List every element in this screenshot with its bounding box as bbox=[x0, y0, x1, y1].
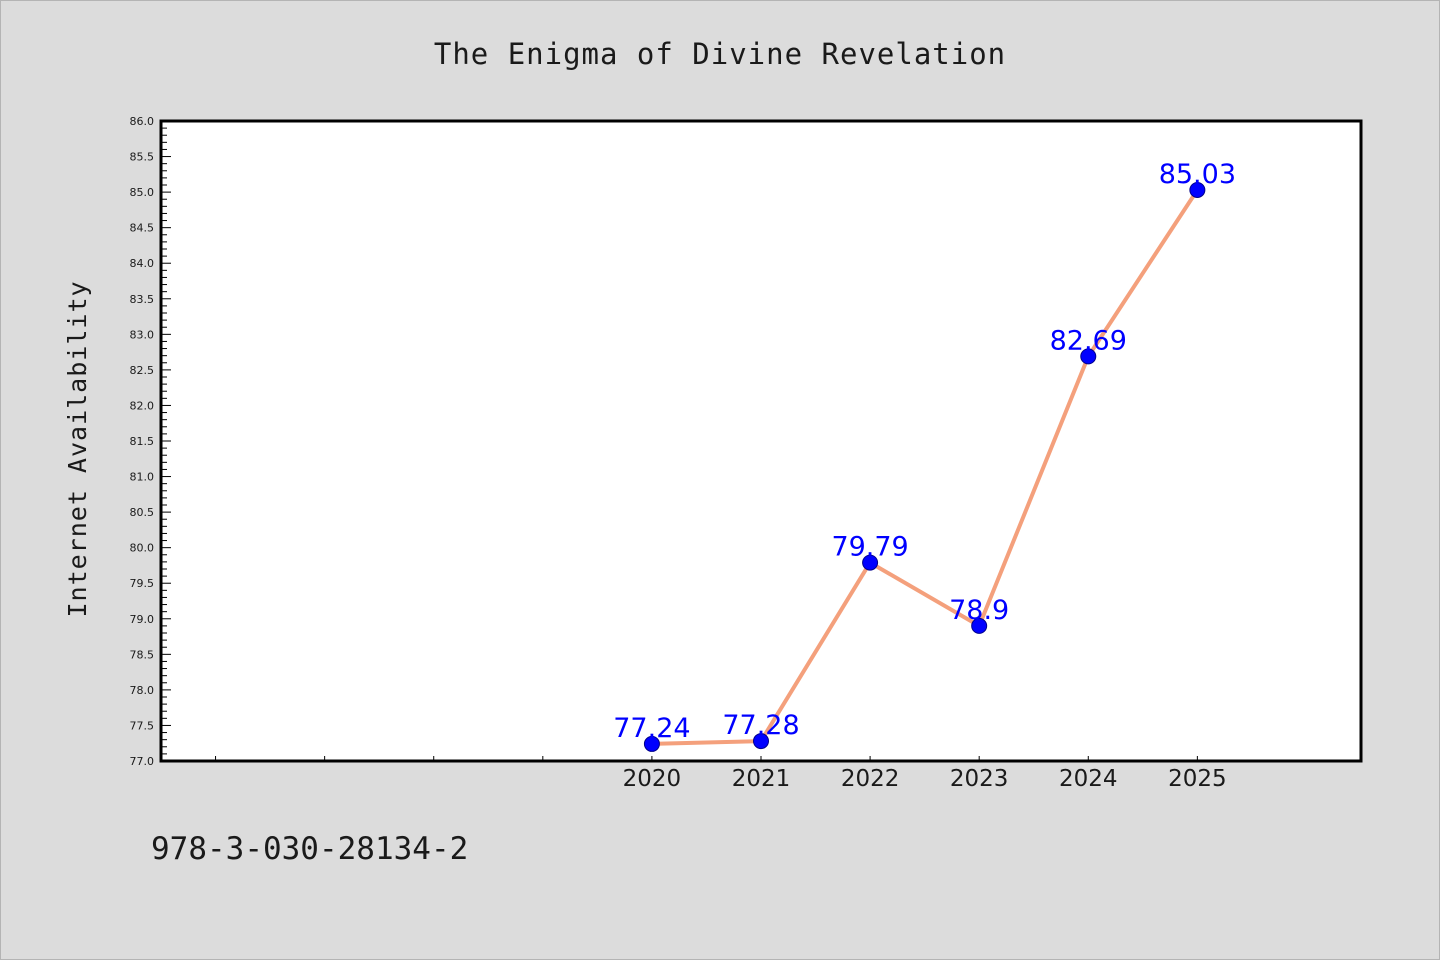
y-tick-label: 78.0 bbox=[130, 684, 155, 697]
y-tick-label: 83.5 bbox=[130, 293, 155, 306]
y-tick-label: 83.0 bbox=[130, 328, 155, 341]
x-tick-label: 2021 bbox=[732, 766, 791, 792]
data-label: 85.03 bbox=[1159, 159, 1236, 190]
data-point bbox=[1080, 348, 1097, 365]
x-tick-label: 2023 bbox=[950, 766, 1009, 792]
y-tick-label: 77.5 bbox=[130, 719, 155, 732]
y-tick-label: 84.5 bbox=[130, 222, 155, 235]
y-tick-label: 85.0 bbox=[130, 186, 155, 199]
data-label: 77.24 bbox=[613, 713, 690, 744]
y-tick-label: 82.0 bbox=[130, 399, 155, 412]
y-tick-label: 79.0 bbox=[130, 613, 155, 626]
y-tick-label: 84.0 bbox=[130, 257, 155, 270]
chart-title: The Enigma of Divine Revelation bbox=[434, 37, 1006, 71]
data-label: 79.79 bbox=[831, 532, 908, 563]
y-tick-label: 86.0 bbox=[130, 115, 155, 128]
y-tick-label: 80.5 bbox=[130, 506, 155, 519]
data-point bbox=[1189, 181, 1206, 198]
plot-area bbox=[161, 121, 1361, 761]
y-tick-label: 77.0 bbox=[130, 755, 155, 768]
plot-border bbox=[159, 119, 1363, 763]
x-tick-label: 2024 bbox=[1059, 766, 1118, 792]
y-tick-label: 79.5 bbox=[130, 577, 155, 590]
y-tick-label: 80.0 bbox=[130, 542, 155, 555]
y-axis-label: Internet Availability bbox=[63, 280, 92, 617]
series-line bbox=[649, 187, 1200, 746]
isbn-note: 978-3-030-28134-2 bbox=[151, 831, 469, 867]
data-label: 77.28 bbox=[722, 710, 799, 741]
x-tick-label: 2020 bbox=[623, 766, 682, 792]
series-layer: 77.24 77.28 79.79 78.9 82.69 85.03 bbox=[613, 159, 1236, 752]
data-label: 78.9 bbox=[949, 595, 1009, 626]
x-tick-label: 2022 bbox=[841, 766, 900, 792]
data-point bbox=[971, 617, 988, 634]
data-point bbox=[862, 554, 879, 571]
y-tick-label: 85.5 bbox=[130, 151, 155, 164]
y-tick-label: 81.0 bbox=[130, 471, 155, 484]
y-tick-label: 81.5 bbox=[130, 435, 155, 448]
y-tick-label: 82.5 bbox=[130, 364, 155, 377]
data-label: 82.69 bbox=[1050, 325, 1127, 356]
data-point bbox=[643, 735, 660, 752]
y-tick-label: 78.5 bbox=[130, 648, 155, 661]
data-point bbox=[753, 733, 769, 750]
x-tick-label: 2025 bbox=[1168, 766, 1227, 792]
